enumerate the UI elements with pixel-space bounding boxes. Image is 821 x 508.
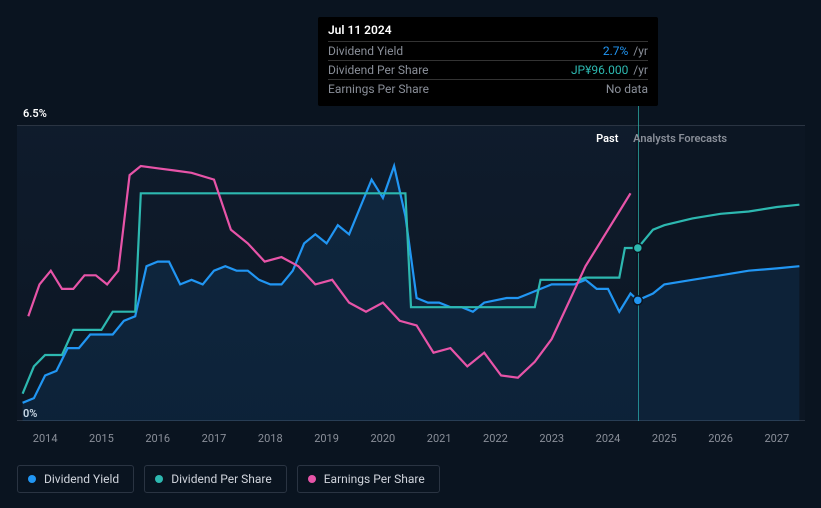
chart-plot-area[interactable]: Past Analysts Forecasts	[17, 125, 805, 421]
tooltip-row: Earnings Per Share No data	[328, 79, 648, 98]
y-axis-max-label: 6.5%	[23, 107, 47, 120]
chart-legend: Dividend Yield Dividend Per Share Earnings…	[17, 465, 440, 493]
series-marker	[633, 296, 642, 305]
tooltip-date: Jul 11 2024	[328, 23, 648, 41]
chart-tooltip: Jul 11 2024 Dividend Yield2.7% /yrDivide…	[318, 17, 658, 106]
legend-dot-icon	[308, 475, 316, 483]
x-axis-tick-label: 2025	[652, 432, 677, 445]
tooltip-row: Dividend Yield 2.7% /yr	[328, 41, 648, 60]
legend-item-dividend-yield[interactable]: Dividend Yield	[17, 465, 134, 493]
tooltip-row-value: JP¥96.000 /yr	[571, 63, 648, 77]
x-axis-tick-label: 2016	[145, 432, 170, 445]
tooltip-row-label: Dividend Per Share	[328, 63, 429, 77]
x-axis-tick-label: 2014	[33, 432, 58, 445]
legend-dot-icon	[155, 475, 163, 483]
x-axis-tick-label: 2019	[314, 432, 339, 445]
x-axis-tick-label: 2023	[539, 432, 564, 445]
x-axis-tick-label: 2018	[258, 432, 283, 445]
legend-item-earnings-per-share[interactable]: Earnings Per Share	[297, 465, 440, 493]
legend-label: Earnings Per Share	[324, 472, 425, 486]
x-axis-tick-label: 2024	[596, 432, 621, 445]
series-marker	[633, 243, 642, 252]
x-axis-labels: 2014 2015 2016 2017 2018 2019 2020 2021 2022 2023…	[17, 432, 805, 452]
legend-label: Dividend Per Share	[171, 472, 272, 486]
tooltip-row-label: Dividend Yield	[328, 44, 403, 58]
legend-dot-icon	[28, 475, 36, 483]
legend-item-dividend-per-share[interactable]: Dividend Per Share	[144, 465, 287, 493]
tooltip-row-value: 2.7% /yr	[603, 44, 648, 58]
x-axis-tick-label: 2021	[427, 432, 452, 445]
tooltip-row-value: No data	[606, 82, 648, 96]
past-label: Past	[596, 132, 618, 145]
x-axis-tick-label: 2020	[370, 432, 395, 445]
x-axis-tick-label: 2026	[708, 432, 733, 445]
x-axis-tick-label: 2017	[202, 432, 227, 445]
x-axis-tick-label: 2015	[89, 432, 114, 445]
tooltip-row: Dividend Per Share JP¥96.000 /yr	[328, 60, 648, 79]
chart-svg	[17, 125, 805, 421]
tooltip-row-label: Earnings Per Share	[328, 82, 429, 96]
forecast-label: Analysts Forecasts	[633, 132, 727, 145]
x-axis-tick-label: 2027	[764, 432, 789, 445]
legend-label: Dividend Yield	[44, 472, 119, 486]
x-axis-tick-label: 2022	[483, 432, 508, 445]
